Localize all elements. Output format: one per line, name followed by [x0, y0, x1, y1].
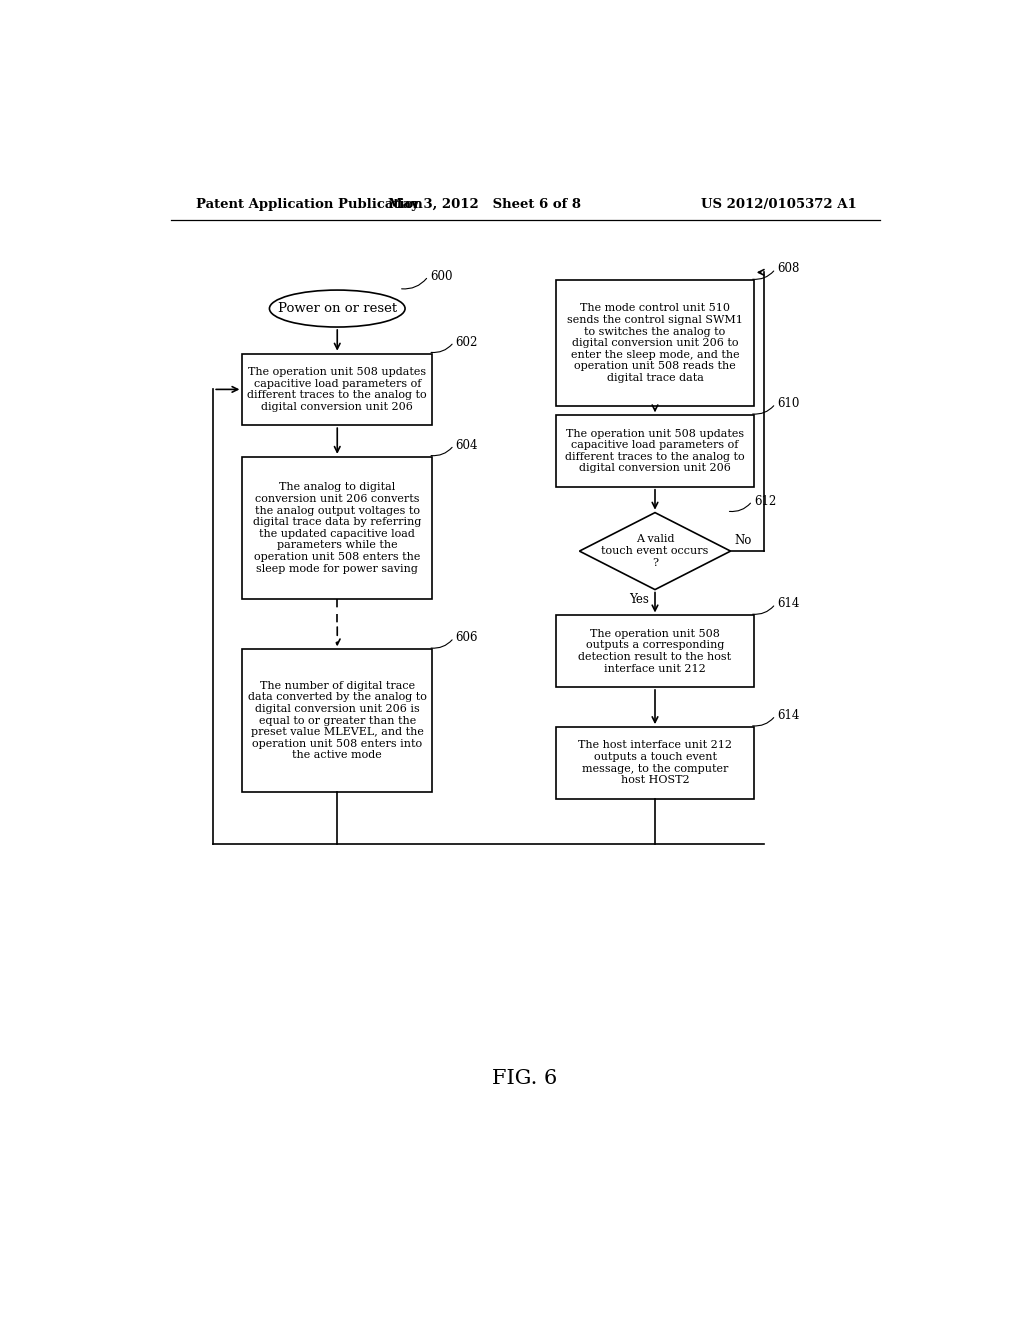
Polygon shape [580, 512, 730, 590]
Text: 600: 600 [430, 269, 453, 282]
Text: The operation unit 508
outputs a corresponding
detection result to the host
inte: The operation unit 508 outputs a corresp… [579, 628, 731, 673]
FancyBboxPatch shape [556, 280, 754, 407]
FancyBboxPatch shape [243, 649, 432, 792]
FancyBboxPatch shape [556, 727, 754, 799]
FancyBboxPatch shape [556, 615, 754, 686]
Text: 602: 602 [456, 335, 478, 348]
Text: 612: 612 [754, 495, 776, 508]
Text: May 3, 2012   Sheet 6 of 8: May 3, 2012 Sheet 6 of 8 [388, 198, 581, 211]
Text: The host interface unit 212
outputs a touch event
message, to the computer
host : The host interface unit 212 outputs a to… [578, 741, 732, 785]
Text: 608: 608 [777, 263, 800, 276]
FancyBboxPatch shape [556, 416, 754, 487]
Text: 606: 606 [456, 631, 478, 644]
Text: FIG. 6: FIG. 6 [493, 1069, 557, 1088]
Text: Power on or reset: Power on or reset [278, 302, 397, 315]
Text: A valid
touch event occurs
?: A valid touch event occurs ? [601, 535, 709, 568]
Text: The analog to digital
conversion unit 206 converts
the analog output voltages to: The analog to digital conversion unit 20… [253, 482, 422, 574]
Text: The operation unit 508 updates
capacitive load parameters of
different traces to: The operation unit 508 updates capacitiv… [248, 367, 427, 412]
Text: The number of digital trace
data converted by the analog to
digital conversion u: The number of digital trace data convert… [248, 681, 427, 760]
Text: Yes: Yes [629, 594, 649, 606]
Text: The operation unit 508 updates
capacitive load parameters of
different traces to: The operation unit 508 updates capacitiv… [565, 429, 744, 474]
Text: US 2012/0105372 A1: US 2012/0105372 A1 [700, 198, 856, 211]
FancyBboxPatch shape [243, 354, 432, 425]
Text: 614: 614 [777, 709, 800, 722]
FancyBboxPatch shape [243, 457, 432, 599]
Text: Patent Application Publication: Patent Application Publication [197, 198, 423, 211]
Ellipse shape [269, 290, 406, 327]
Text: 614: 614 [777, 598, 800, 610]
Text: 610: 610 [777, 397, 800, 411]
Text: 604: 604 [456, 438, 478, 451]
Text: No: No [734, 535, 752, 548]
Text: The mode control unit 510
sends the control signal SWM1
to switches the analog t: The mode control unit 510 sends the cont… [567, 304, 743, 383]
